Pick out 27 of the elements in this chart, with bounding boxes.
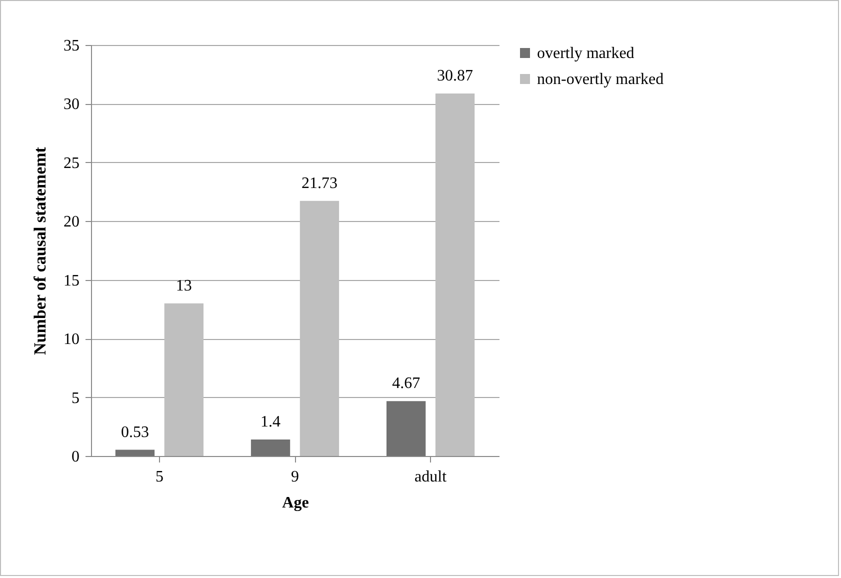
y-tick-label: 5	[72, 390, 80, 407]
legend-label: overtly marked	[537, 45, 634, 62]
data-label: 30.87	[437, 68, 474, 84]
bar	[250, 440, 290, 456]
legend-label: non-overtly marked	[537, 71, 664, 88]
y-tick-label: 15	[64, 272, 80, 290]
y-tick-label: 10	[64, 331, 80, 348]
y-tick-label: 25	[64, 154, 80, 172]
data-label: 0.53	[120, 424, 149, 441]
y-tick-label: 30	[64, 96, 80, 114]
data-label: 13	[176, 277, 192, 294]
data-label: 1.4	[260, 414, 281, 431]
bar	[115, 450, 155, 456]
bar	[386, 401, 426, 456]
y-axis-title: Number of causal statememt	[30, 146, 50, 355]
data-label: 4.67	[392, 375, 420, 392]
bar	[300, 200, 340, 456]
bar	[435, 94, 475, 456]
bar	[164, 303, 204, 456]
y-tick-label: 20	[64, 214, 80, 231]
x-tick-label: adult	[414, 468, 448, 486]
y-tick-label: 0	[72, 448, 80, 466]
x-axis-title: Age	[282, 494, 309, 512]
x-tick-label: 9	[291, 468, 299, 486]
data-label: 21.73	[301, 174, 338, 192]
y-tick-label: 35	[64, 38, 80, 54]
x-tick-label: 5	[155, 468, 164, 486]
